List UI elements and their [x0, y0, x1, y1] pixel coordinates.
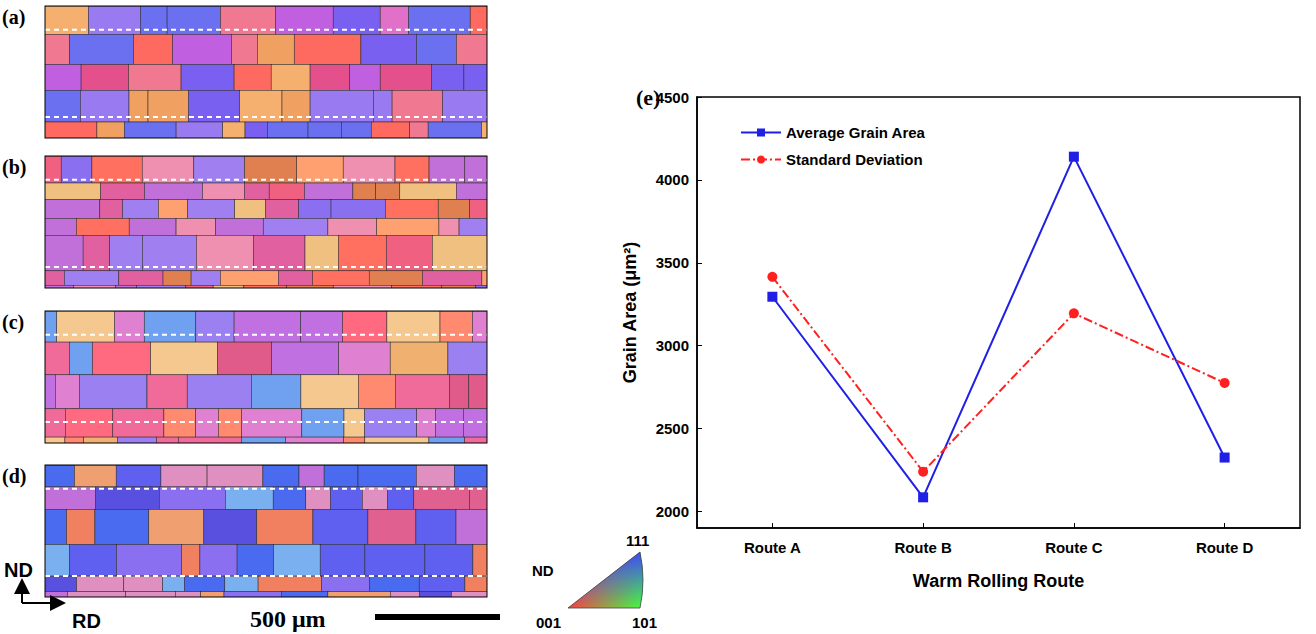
svg-text:(c): (c)	[2, 311, 24, 334]
svg-text:Route D: Route D	[1196, 539, 1254, 556]
svg-text:101: 101	[632, 614, 657, 631]
svg-text:RD: RD	[72, 610, 101, 632]
svg-text:Route B: Route B	[894, 539, 952, 556]
svg-text:ND: ND	[532, 562, 554, 579]
svg-text:4500: 4500	[656, 89, 689, 106]
svg-text:(d): (d)	[2, 465, 26, 488]
svg-text:Route C: Route C	[1045, 539, 1103, 556]
svg-text:001: 001	[536, 614, 561, 631]
svg-text:500 μm: 500 μm	[250, 606, 326, 632]
svg-text:111: 111	[626, 532, 649, 549]
svg-text:(e): (e)	[636, 84, 661, 110]
svg-text:(b): (b)	[2, 156, 26, 179]
svg-text:Standard Deviation: Standard Deviation	[786, 151, 923, 168]
svg-text:4000: 4000	[656, 171, 689, 188]
svg-text:ND: ND	[4, 559, 33, 581]
svg-text:Average Grain Area: Average Grain Area	[786, 124, 926, 141]
svg-text:Route A: Route A	[744, 539, 801, 556]
svg-text:Grain Area (μm²): Grain Area (μm²)	[620, 242, 640, 383]
svg-text:2000: 2000	[656, 503, 689, 520]
svg-text:Warm Rolling Route: Warm Rolling Route	[913, 571, 1084, 591]
svg-text:2500: 2500	[656, 420, 689, 437]
svg-text:(a): (a)	[2, 6, 25, 29]
svg-text:3000: 3000	[656, 337, 689, 354]
svg-text:3500: 3500	[656, 254, 689, 271]
